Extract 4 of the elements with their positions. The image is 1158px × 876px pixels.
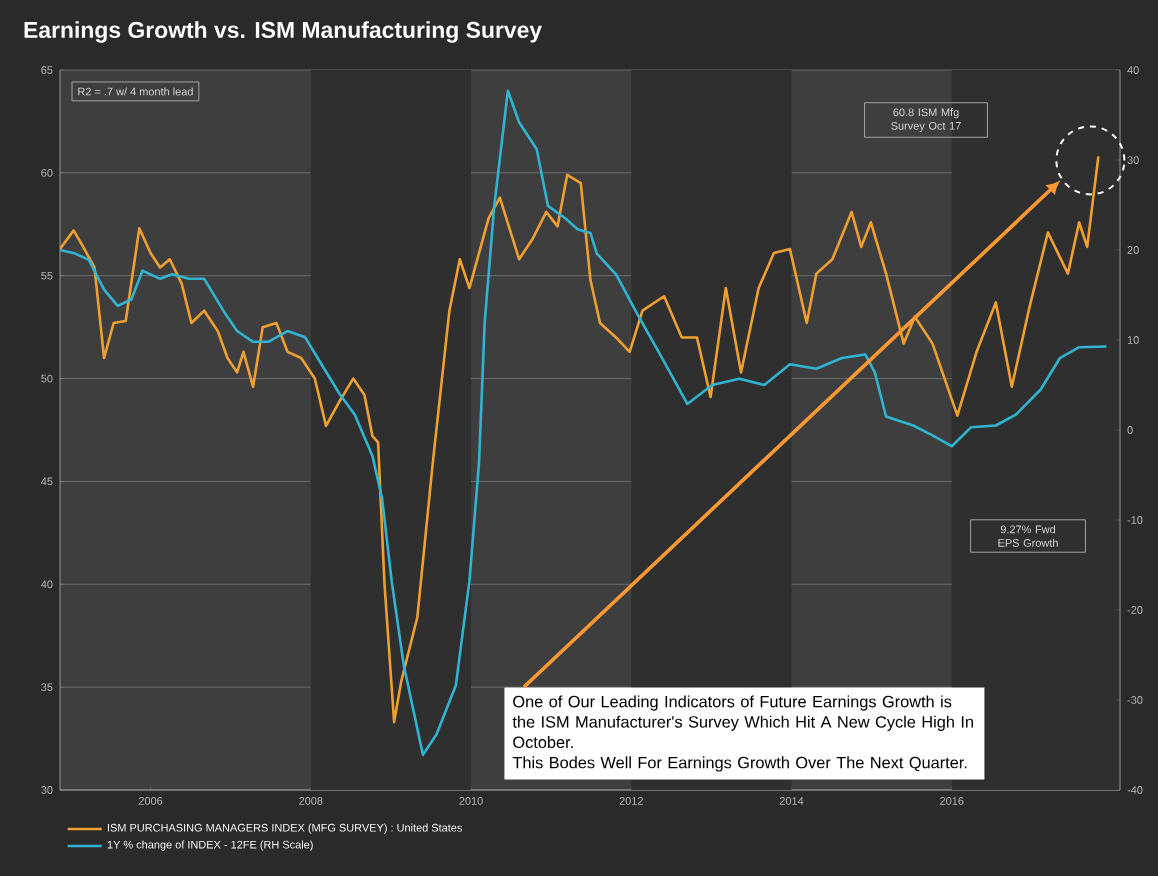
chart-title: Earnings Growth vs. ISM Manufacturing Survey: [24, 21, 542, 43]
line-series: [60, 89, 1108, 757]
annotation: One of Our Leading Indicators of Future Earnings Growth is the ISM Manufacturer's Survey Which Hit A New Cycle High In October.: [512, 695, 973, 749]
annotation: This Bodes Well For Earnings Growth Over The Next Quarter.: [512, 756, 967, 772]
